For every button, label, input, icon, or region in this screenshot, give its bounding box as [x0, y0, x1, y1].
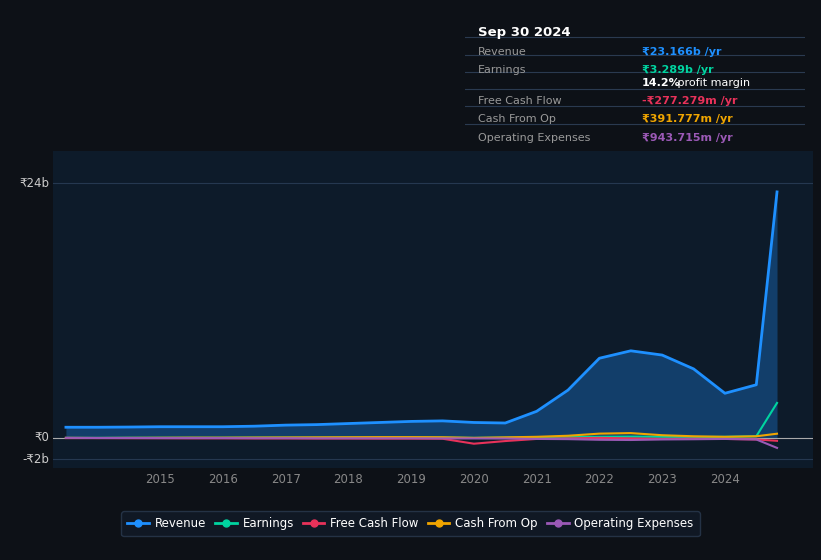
Text: Revenue: Revenue [479, 47, 527, 57]
Text: 14.2%: 14.2% [642, 78, 681, 88]
Text: Earnings: Earnings [479, 65, 527, 75]
Text: ₹943.715m /yr: ₹943.715m /yr [642, 133, 732, 143]
Text: profit margin: profit margin [674, 78, 750, 88]
Text: ₹24b: ₹24b [20, 176, 49, 189]
Text: Sep 30 2024: Sep 30 2024 [479, 26, 571, 39]
Text: Operating Expenses: Operating Expenses [479, 133, 590, 143]
Legend: Revenue, Earnings, Free Cash Flow, Cash From Op, Operating Expenses: Revenue, Earnings, Free Cash Flow, Cash … [122, 511, 699, 536]
Text: ₹391.777m /yr: ₹391.777m /yr [642, 114, 732, 124]
Text: -₹277.279m /yr: -₹277.279m /yr [642, 96, 737, 106]
Text: ₹23.166b /yr: ₹23.166b /yr [642, 47, 722, 57]
Text: -₹2b: -₹2b [23, 452, 49, 465]
Text: ₹0: ₹0 [34, 431, 49, 445]
Text: Cash From Op: Cash From Op [479, 114, 556, 124]
Text: Free Cash Flow: Free Cash Flow [479, 96, 562, 106]
Text: ₹3.289b /yr: ₹3.289b /yr [642, 65, 713, 75]
